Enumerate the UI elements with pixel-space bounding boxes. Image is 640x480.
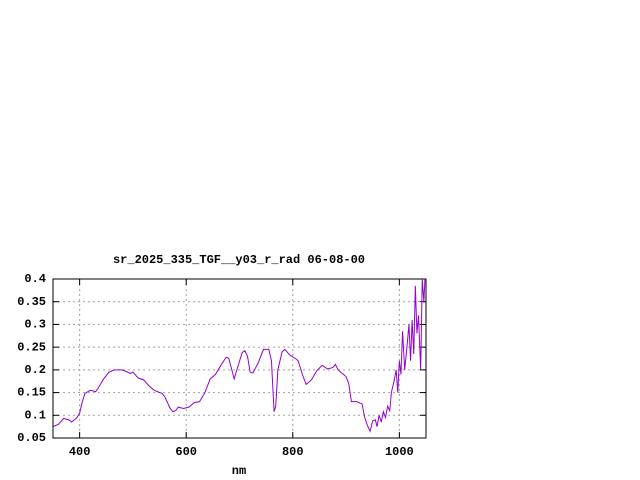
y-tick-label: 0.3	[24, 318, 46, 332]
x-tick-label: 600	[175, 445, 197, 459]
y-tick-label: 0.2	[24, 363, 46, 377]
data-line	[52, 278, 426, 433]
x-tick-label: 1000	[385, 445, 414, 459]
y-tick-label: 0.25	[17, 340, 46, 354]
y-tick-label: 0.05	[17, 431, 46, 445]
y-tick-label: 0.15	[17, 386, 46, 400]
y-tick-label: 0.4	[24, 272, 46, 286]
y-tick-label: 0.1	[24, 408, 46, 422]
x-axis-label: nm	[232, 464, 246, 478]
x-tick-label: 800	[282, 445, 304, 459]
y-tick-label: 0.35	[17, 295, 46, 309]
x-tick-label: 400	[69, 445, 91, 459]
chart-title: sr_2025_335_TGF__y03_r_rad 06-08-00	[113, 253, 365, 267]
plot-frame	[52, 278, 427, 439]
